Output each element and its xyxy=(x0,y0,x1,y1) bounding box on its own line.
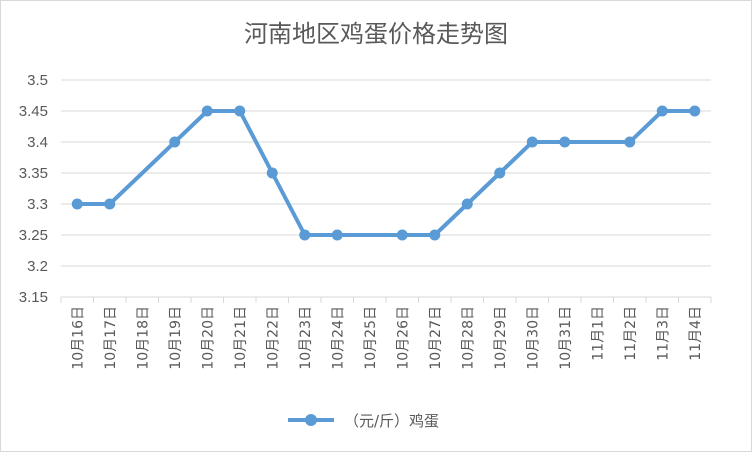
data-point xyxy=(494,167,506,179)
x-tick-label: 10月18日 xyxy=(135,306,151,370)
data-point xyxy=(429,229,441,241)
y-tick-label: 3.2 xyxy=(27,258,48,275)
data-point xyxy=(624,136,636,148)
x-tick-label: 10月24日 xyxy=(330,306,346,370)
y-tick-label: 3.5 xyxy=(27,72,48,89)
data-point xyxy=(396,229,408,241)
data-point xyxy=(689,105,701,117)
x-tick-label: 11月3日 xyxy=(655,306,671,361)
y-tick-label: 3.45 xyxy=(19,103,48,120)
x-tick-label: 11月1日 xyxy=(590,306,606,361)
data-point xyxy=(526,136,538,148)
data-point xyxy=(169,136,181,148)
x-tick-label: 10月23日 xyxy=(298,306,314,370)
y-tick-label: 3.35 xyxy=(19,165,48,182)
x-tick-label: 10月21日 xyxy=(233,306,249,370)
legend-label: （元/斤）鸡蛋 xyxy=(344,411,440,430)
y-tick-label: 3.4 xyxy=(27,134,48,151)
x-tick-label: 10月19日 xyxy=(168,306,184,370)
data-point xyxy=(234,105,246,117)
data-point xyxy=(559,136,571,148)
data-point xyxy=(331,229,343,241)
x-tick-label: 11月4日 xyxy=(688,306,704,361)
data-point xyxy=(201,105,213,117)
data-point xyxy=(299,229,311,241)
data-point xyxy=(71,198,83,210)
x-tick-label: 10月26日 xyxy=(395,306,411,370)
data-point xyxy=(266,167,278,179)
x-tick-label: 10月28日 xyxy=(460,306,476,370)
y-tick-label: 3.25 xyxy=(19,227,48,244)
x-tick-label: 10月20日 xyxy=(200,306,216,370)
y-tick-label: 3.3 xyxy=(27,196,48,213)
x-tick-label: 11月2日 xyxy=(623,306,639,361)
chart-title: 河南地区鸡蛋价格走势图 xyxy=(244,20,508,48)
data-point xyxy=(461,198,473,210)
x-tick-label: 10月17日 xyxy=(103,306,119,370)
data-point xyxy=(104,198,116,210)
x-tick-label: 10月27日 xyxy=(428,306,444,370)
x-tick-label: 10月25日 xyxy=(363,306,379,370)
x-tick-label: 10月31日 xyxy=(558,306,574,370)
y-tick-label: 3.15 xyxy=(19,289,48,306)
legend-line-marker-icon xyxy=(288,408,334,432)
x-tick-label: 10月29日 xyxy=(493,306,509,370)
legend: （元/斤）鸡蛋 xyxy=(288,408,439,432)
x-tick-label: 10月16日 xyxy=(70,306,86,370)
x-tick-label: 10月30日 xyxy=(525,306,541,370)
data-point xyxy=(656,105,668,117)
x-tick-label: 10月22日 xyxy=(265,306,281,370)
